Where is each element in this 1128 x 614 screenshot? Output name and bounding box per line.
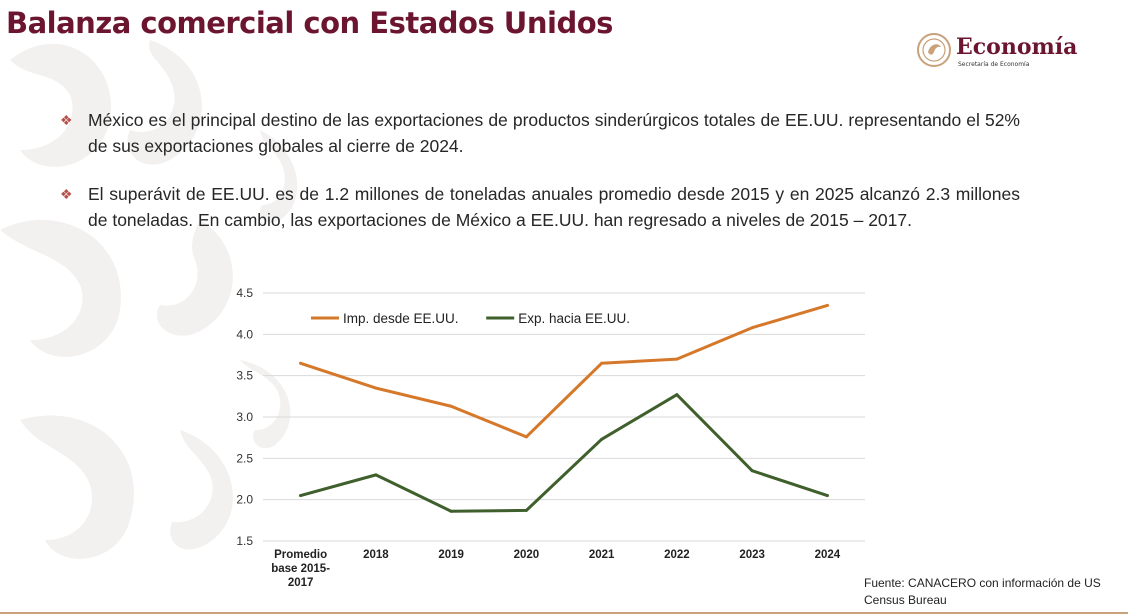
data-point bbox=[524, 508, 528, 512]
data-point bbox=[750, 326, 754, 330]
legend-label: Exp. hacia EE.UU. bbox=[518, 311, 630, 326]
y-tick-label: 2.0 bbox=[236, 493, 253, 507]
data-point bbox=[675, 357, 679, 361]
mexico-coat-of-arms-icon bbox=[917, 33, 951, 67]
logo-wordmark: Economía bbox=[956, 34, 1078, 60]
bullet-text: El superávit de EE.UU. es de 1.2 millone… bbox=[88, 184, 1020, 230]
x-tick-label: 2018 bbox=[363, 549, 389, 561]
x-tick-label: 2019 bbox=[438, 549, 464, 561]
y-tick-label: 4.0 bbox=[236, 327, 253, 341]
y-tick-label: 1.5 bbox=[236, 534, 253, 548]
bullet-text: México es el principal destino de las ex… bbox=[88, 110, 1020, 156]
y-tick-label: 4.5 bbox=[236, 286, 253, 300]
data-point bbox=[750, 469, 754, 473]
diamond-bullet-icon: ❖ bbox=[60, 186, 73, 202]
data-point bbox=[600, 437, 604, 441]
data-point bbox=[825, 494, 829, 498]
data-point bbox=[299, 361, 303, 365]
y-tick-label: 2.5 bbox=[236, 451, 253, 465]
x-tick-label: 2023 bbox=[739, 549, 765, 561]
x-tick-label: 2020 bbox=[514, 549, 540, 561]
data-point bbox=[825, 303, 829, 307]
data-point bbox=[374, 473, 378, 477]
trade-balance-line-chart: 1.5 2.0 2.5 3.0 3.5 4.0 4.5 Promedio base 2015-2… bbox=[236, 286, 865, 589]
series-line bbox=[299, 393, 829, 513]
x-tick-label: 2024 bbox=[815, 549, 841, 561]
x-tick-label: 2021 bbox=[589, 549, 615, 561]
x-tick-label: Promedio base 2015-2017 bbox=[271, 549, 330, 589]
logo-subtitle: Secretaría de Economía bbox=[958, 61, 1030, 68]
series-line bbox=[299, 303, 829, 439]
bullet-point-2: ❖ El superávit de EE.UU. es de 1.2 millo… bbox=[60, 181, 1020, 233]
data-point bbox=[524, 435, 528, 439]
y-tick-label: 3.5 bbox=[236, 369, 253, 383]
data-point bbox=[600, 361, 604, 365]
y-tick-label: 3.0 bbox=[236, 410, 253, 424]
footer-divider bbox=[0, 612, 1128, 614]
bullet-point-1: ❖ México es el principal destino de las … bbox=[60, 107, 1020, 159]
decorative-background-pattern bbox=[0, 40, 298, 559]
data-point bbox=[675, 393, 679, 397]
economia-logo: Economía Secretaría de Economía bbox=[916, 32, 1086, 72]
source-note: Fuente: CANACERO con información de US C… bbox=[864, 575, 1101, 609]
data-point bbox=[374, 386, 378, 390]
data-point bbox=[449, 404, 453, 408]
data-point bbox=[299, 494, 303, 498]
diamond-bullet-icon: ❖ bbox=[60, 112, 73, 128]
data-point bbox=[449, 509, 453, 513]
source-line-2: Census Bureau bbox=[864, 593, 947, 607]
legend-label: Imp. desde EE.UU. bbox=[343, 311, 459, 326]
x-tick-label: 2022 bbox=[664, 549, 690, 561]
source-line-1: Fuente: CANACERO con información de US bbox=[864, 576, 1101, 590]
page-title: Balanza comercial con Estados Unidos bbox=[6, 6, 613, 40]
